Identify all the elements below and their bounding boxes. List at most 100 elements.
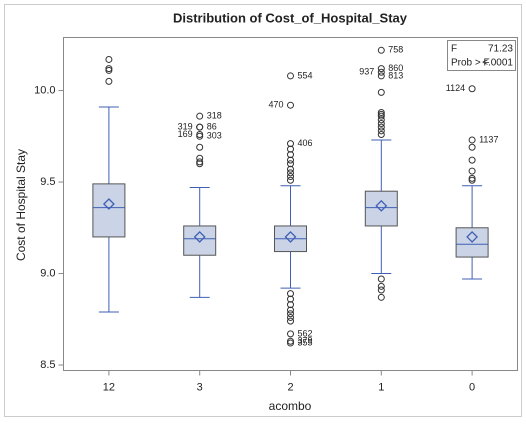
x-tick-label: 12 xyxy=(103,381,115,393)
outlier-label: 758 xyxy=(388,45,403,55)
x-tick-label: 1 xyxy=(378,381,384,393)
outlier-label: 318 xyxy=(207,111,222,121)
outlier xyxy=(377,72,385,80)
outlier xyxy=(468,176,476,184)
outlier xyxy=(105,65,113,73)
outlier-label: 406 xyxy=(298,138,313,148)
outlier xyxy=(468,143,476,151)
outlier xyxy=(468,174,476,182)
stats-value: 71.23 xyxy=(488,44,513,55)
outlier xyxy=(196,123,204,131)
x-tick-label: 2 xyxy=(287,381,293,393)
outlier xyxy=(196,158,204,166)
stats-key: Prob > F xyxy=(451,58,490,69)
x-tick-label: 3 xyxy=(197,381,203,393)
mean xyxy=(193,231,206,243)
chart-title: Distribution of Cost_of_Hospital_Stay xyxy=(173,10,408,25)
outlier xyxy=(196,132,204,140)
mean xyxy=(284,231,297,243)
y-axis-label: Cost of Hospital Stay xyxy=(14,149,28,261)
stats-key: F xyxy=(451,44,457,55)
outlier xyxy=(196,130,204,138)
outlier xyxy=(105,66,113,74)
y-tick-label: 9.0 xyxy=(40,267,55,279)
stats-box xyxy=(447,40,516,71)
outlier xyxy=(287,310,294,318)
outlier xyxy=(287,140,294,148)
y-tick-label: 10.0 xyxy=(34,84,55,96)
outlier xyxy=(377,286,385,294)
outlier xyxy=(196,160,204,168)
outlier-label: 169 xyxy=(178,129,193,139)
outlier-label: 379 xyxy=(298,336,313,346)
outlier xyxy=(377,109,385,117)
outlier-label: 86 xyxy=(207,122,217,132)
outlier xyxy=(377,46,385,54)
outlier xyxy=(196,154,204,162)
outlier xyxy=(287,176,294,184)
outlier-label: 554 xyxy=(298,70,313,80)
outlier xyxy=(377,123,385,131)
outlier xyxy=(377,110,385,118)
outlier-label: 319 xyxy=(178,122,193,132)
outlier xyxy=(377,130,385,138)
outlier xyxy=(377,127,385,135)
outlier-label: 562 xyxy=(298,328,313,338)
outlier xyxy=(377,282,385,290)
outlier xyxy=(287,173,294,181)
outlier xyxy=(287,301,294,309)
outlier xyxy=(287,317,294,325)
outlier xyxy=(105,77,113,85)
outlier xyxy=(287,339,294,347)
outlier xyxy=(468,85,476,93)
outlier xyxy=(287,306,294,314)
box xyxy=(92,183,126,238)
outlier xyxy=(287,295,294,303)
outlier xyxy=(377,119,385,127)
outlier xyxy=(287,151,294,159)
x-axis-label: acombo xyxy=(269,399,312,413)
x-tick-label: 0 xyxy=(469,381,475,393)
outlier-label: 860 xyxy=(388,63,403,73)
mean xyxy=(375,199,388,212)
stats-value: <.0001 xyxy=(482,58,513,69)
outlier xyxy=(377,116,385,124)
outlier xyxy=(287,313,294,321)
outlier xyxy=(287,160,294,168)
outlier xyxy=(287,169,294,177)
chart-border xyxy=(4,4,522,417)
outlier xyxy=(196,112,204,120)
outlier xyxy=(196,143,204,151)
outlier xyxy=(287,165,294,173)
outlier-label: 1124 xyxy=(446,83,465,93)
outlier-label: 303 xyxy=(207,131,222,141)
outlier-label: 937 xyxy=(359,67,374,77)
outlier xyxy=(287,145,294,153)
outlier xyxy=(468,136,476,144)
box xyxy=(183,225,217,256)
outlier-label: 470 xyxy=(268,100,283,110)
outlier xyxy=(468,156,476,164)
outlier-label: 1137 xyxy=(479,134,498,144)
outlier xyxy=(377,65,385,73)
outlier xyxy=(377,275,385,283)
mean xyxy=(102,198,115,210)
outlier xyxy=(468,167,476,175)
outlier xyxy=(377,112,385,120)
outlier xyxy=(287,72,294,80)
y-tick-label: 9.5 xyxy=(40,176,55,188)
outlier xyxy=(287,337,294,345)
outlier xyxy=(105,55,113,63)
outlier xyxy=(287,290,294,298)
outlier-label: 813 xyxy=(388,70,403,80)
outlier-label: 355 xyxy=(298,337,313,347)
outlier xyxy=(287,156,294,164)
mean xyxy=(466,231,479,243)
outlier xyxy=(287,330,294,338)
outlier xyxy=(287,101,294,109)
box xyxy=(364,190,398,227)
outlier xyxy=(377,88,385,96)
outlier xyxy=(377,293,385,301)
outlier xyxy=(377,68,385,76)
